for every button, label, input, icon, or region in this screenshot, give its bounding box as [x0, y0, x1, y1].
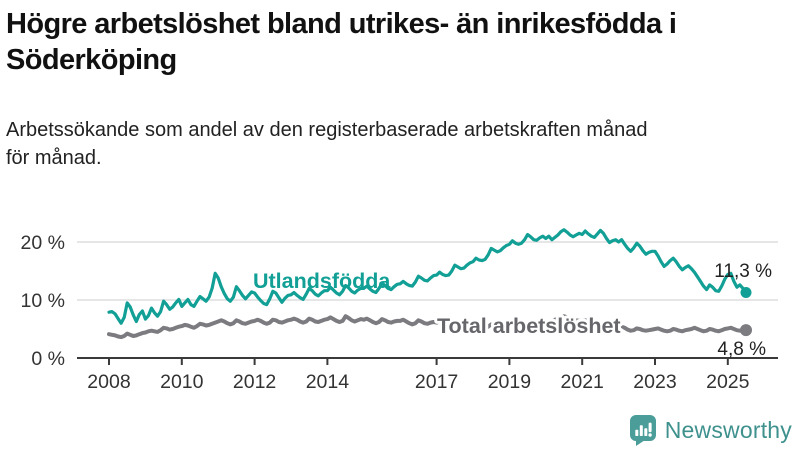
x-tick-label: 2010: [160, 371, 204, 393]
series-label-0: Utlandsfödda: [253, 269, 391, 293]
chart-area: 0 % 10 % 20 % 2008 2010 2012 2014 2017 2019 2021 2…: [0, 186, 800, 401]
subtitle-line-1: Arbetssökande som andel av den registerb…: [6, 119, 648, 141]
series-end-value-1: 4,8 %: [717, 339, 766, 360]
x-tick-label: 2025: [706, 371, 750, 393]
unemployment-line-chart: 0 % 10 % 20 % 2008 2010 2012 2014 2017 2019 2021 2…: [21, 228, 778, 393]
bar-chart-icon: [635, 422, 652, 437]
series-end-dot-0: [740, 286, 752, 298]
x-tick-label: 2019: [488, 371, 531, 393]
chart-subtitle: Arbetssökande som andel av den registerb…: [6, 116, 794, 173]
title-line-2: Söderköping: [6, 44, 177, 77]
series-end-dot-1: [740, 324, 752, 337]
x-tick-label: 2021: [561, 371, 604, 393]
x-tick-label: 2017: [415, 371, 458, 393]
series-end-value-0: 11,3 %: [714, 261, 772, 282]
x-tick-label: 2014: [306, 371, 350, 393]
x-tick-label: 2023: [633, 371, 676, 393]
brand-name: Newsworthy: [664, 416, 792, 443]
subtitle-line-2: för månad.: [6, 147, 102, 170]
chart-header: Högre arbetslöshet bland utrikes- än inr…: [6, 6, 794, 79]
title-line-1: Högre arbetslöshet bland utrikes- än inr…: [6, 8, 677, 40]
series-line-0: [107, 228, 748, 325]
x-tick-label: 2008: [87, 371, 130, 393]
series-line-1: [107, 314, 748, 340]
newsworthy-logo-icon: [629, 415, 656, 446]
y-tick-label: 0 %: [31, 348, 65, 370]
series-label-1: Total arbetslöshet: [437, 314, 621, 338]
y-tick-label: 10 %: [21, 290, 65, 312]
x-tick-label: 2012: [233, 371, 276, 393]
page-title: Högre arbetslöshet bland utrikes- än inr…: [6, 6, 794, 79]
y-tick-label: 20 %: [21, 232, 65, 254]
brand-footer[interactable]: Newsworthy: [628, 414, 792, 446]
